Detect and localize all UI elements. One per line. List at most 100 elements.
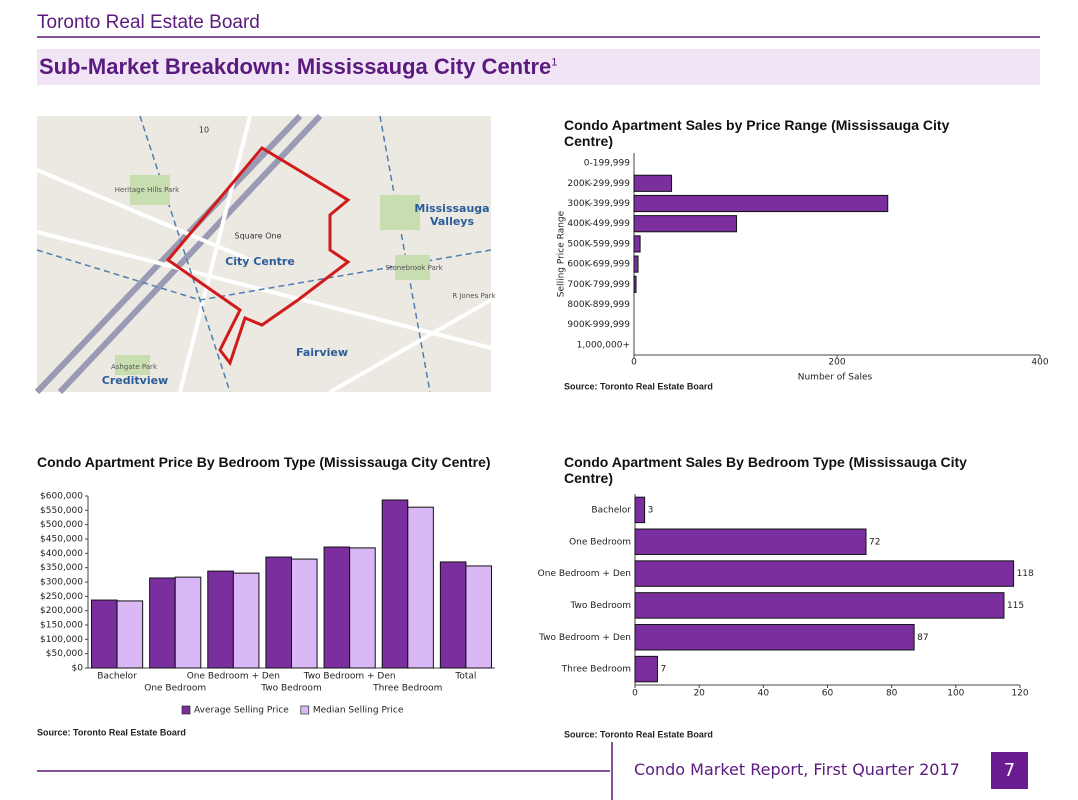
y-tick-label: One Bedroom bbox=[569, 537, 631, 547]
title-text: Sub-Market Breakdown: Mississauga City C… bbox=[39, 54, 552, 79]
x-tick-label: Total bbox=[454, 672, 476, 682]
bar bbox=[323, 546, 351, 669]
bar bbox=[633, 255, 639, 273]
x-tick-label: Three Bedroom bbox=[372, 684, 442, 694]
y-tick-label: $300,000 bbox=[40, 578, 83, 588]
data-label: 118 bbox=[1017, 569, 1034, 579]
map bbox=[34, 113, 492, 395]
bar bbox=[265, 556, 293, 669]
y-tick-label: One Bedroom + Den bbox=[538, 569, 631, 579]
y-tick-label: $250,000 bbox=[40, 592, 83, 602]
legend-swatch bbox=[300, 705, 310, 715]
bar bbox=[90, 599, 118, 669]
bar bbox=[381, 499, 409, 669]
y-tick-label: 400K-499,999 bbox=[567, 219, 630, 229]
bar bbox=[291, 558, 318, 669]
x-axis-label: Number of Sales bbox=[798, 373, 873, 383]
bar bbox=[207, 570, 234, 669]
y-tick-label: $550,000 bbox=[40, 506, 83, 516]
x-tick-label: One Bedroom bbox=[144, 684, 206, 694]
bar bbox=[633, 235, 641, 253]
map-label: Stonebrook Park bbox=[385, 264, 443, 272]
bar bbox=[634, 655, 658, 683]
bar bbox=[116, 600, 144, 669]
map-label: Fairview bbox=[296, 346, 348, 359]
map-label: Ashgate Park bbox=[111, 363, 158, 371]
y-tick-label: $450,000 bbox=[40, 535, 83, 545]
chart-title: Condo Apartment Sales By Bedroom Type (M… bbox=[564, 454, 967, 486]
footnote-mark: 1 bbox=[551, 56, 558, 69]
title-band: Sub-Market Breakdown: Mississauga City C… bbox=[37, 49, 1040, 85]
bar bbox=[149, 577, 176, 669]
bar bbox=[232, 572, 260, 669]
map-label: Square One bbox=[235, 232, 282, 241]
y-tick-label: $350,000 bbox=[40, 563, 83, 573]
organization: Toronto Real Estate Board bbox=[37, 12, 260, 33]
bar bbox=[439, 561, 467, 669]
chart-source: Source: Toronto Real Estate Board bbox=[564, 729, 713, 739]
chart-source: Source: Toronto Real Estate Board bbox=[37, 727, 186, 737]
y-tick-label: 500K-599,999 bbox=[567, 239, 630, 249]
y-tick-label: 0-199,999 bbox=[584, 159, 630, 169]
footer-report: Condo Market Report, First Quarter 2017 bbox=[634, 760, 960, 779]
y-tick-label: Three Bedroom bbox=[561, 665, 631, 675]
data-label: 7 bbox=[660, 665, 666, 675]
bar bbox=[634, 592, 1005, 619]
x-tick-label: 200 bbox=[828, 358, 845, 368]
bar bbox=[633, 174, 673, 192]
y-tick-label: 300K-399,999 bbox=[567, 199, 630, 209]
bar bbox=[633, 194, 889, 213]
y-axis-label: Selling Price Range bbox=[557, 210, 567, 297]
bar bbox=[407, 506, 434, 669]
data-label: 87 bbox=[917, 633, 928, 643]
y-tick-label: $50,000 bbox=[46, 649, 83, 659]
bar bbox=[634, 528, 867, 555]
data-label: 115 bbox=[1007, 601, 1024, 611]
y-tick-label: 800K-899,999 bbox=[567, 300, 630, 310]
x-tick-label: 60 bbox=[822, 689, 834, 699]
x-tick-label: Two Bedroom + Den bbox=[303, 672, 396, 682]
y-tick-label: $100,000 bbox=[40, 635, 83, 645]
x-tick-label: 40 bbox=[758, 689, 770, 699]
legend-label: Average Selling Price bbox=[194, 706, 289, 716]
legend-label: Median Selling Price bbox=[313, 706, 404, 716]
map-label: Heritage Hills Park bbox=[115, 186, 180, 194]
y-tick-label: Bachelor bbox=[591, 505, 631, 515]
bar bbox=[634, 560, 1015, 587]
page-number: 7 bbox=[991, 752, 1028, 789]
bar bbox=[633, 275, 637, 293]
bar bbox=[174, 576, 202, 669]
x-tick-label: 20 bbox=[693, 689, 705, 699]
y-tick-label: $400,000 bbox=[40, 549, 83, 559]
y-tick-label: $150,000 bbox=[40, 621, 83, 631]
y-tick-label: 600K-699,999 bbox=[567, 260, 630, 270]
x-tick-label: 0 bbox=[632, 689, 638, 699]
y-tick-label: $600,000 bbox=[40, 492, 83, 502]
chart-title: Condo Apartment Sales by Price Range (Mi… bbox=[564, 117, 950, 149]
x-tick-label: 400 bbox=[1031, 358, 1048, 368]
x-tick-label: One Bedroom + Den bbox=[187, 672, 280, 682]
y-tick-label: 700K-799,999 bbox=[567, 280, 630, 290]
bar bbox=[634, 624, 915, 651]
map-label: Mississauga bbox=[414, 202, 489, 215]
y-tick-label: 200K-299,999 bbox=[567, 179, 630, 189]
y-tick-label: Two Bedroom bbox=[570, 601, 631, 611]
legend-swatch bbox=[181, 705, 191, 715]
bar bbox=[633, 215, 738, 233]
chart-title: Condo Apartment Price By Bedroom Type (M… bbox=[37, 454, 491, 470]
y-tick-label: 900K-999,999 bbox=[567, 320, 630, 330]
map-label: 10 bbox=[199, 126, 209, 135]
y-tick-label: $0 bbox=[72, 664, 84, 674]
map-label: City Centre bbox=[225, 255, 295, 268]
data-label: 72 bbox=[869, 537, 880, 547]
x-tick-label: Two Bedroom bbox=[260, 684, 321, 694]
y-tick-label: $200,000 bbox=[40, 606, 83, 616]
x-tick-label: Bachelor bbox=[97, 672, 137, 682]
x-tick-label: 100 bbox=[947, 689, 964, 699]
bar bbox=[349, 547, 376, 669]
chart-source: Source: Toronto Real Estate Board bbox=[564, 381, 713, 391]
x-tick-label: 0 bbox=[631, 358, 637, 368]
page-title: Sub-Market Breakdown: Mississauga City C… bbox=[39, 54, 557, 80]
x-tick-label: 80 bbox=[886, 689, 898, 699]
